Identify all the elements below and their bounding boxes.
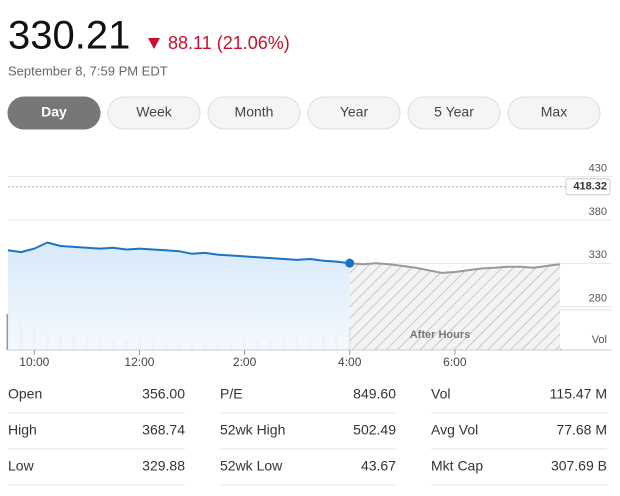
range-button[interactable] [507, 96, 601, 130]
y-tick-label: 280 [589, 293, 607, 305]
stat-label: Mkt Cap [431, 458, 483, 474]
previous-close-label: 418.32 [573, 181, 607, 193]
price: 330.21 [8, 14, 130, 58]
timestamp: September 8, 7:59 PM EDT [8, 63, 168, 78]
stat-value: 43.67 [361, 458, 396, 474]
series-line [349, 262, 561, 274]
range-button-label[interactable]: 5 Year [434, 104, 474, 120]
series-area [8, 242, 350, 350]
range-button-label[interactable]: Day [41, 104, 67, 120]
stat-label: Open [8, 386, 42, 402]
y-tick-label: 430 [589, 163, 607, 175]
stat-label: High [8, 422, 37, 438]
range-button[interactable] [407, 96, 501, 130]
series-area [349, 263, 560, 350]
series-line [7, 241, 350, 265]
volume-label: Vol [592, 334, 607, 346]
x-tick-label: 10:00 [19, 355, 49, 369]
x-tick-label: 12:00 [124, 355, 154, 369]
down-arrow [148, 38, 160, 49]
stat-value: 329.88 [142, 458, 185, 474]
range-button[interactable] [207, 96, 301, 130]
range-button-label[interactable]: Month [235, 104, 274, 120]
x-tick-label: 4:00 [338, 355, 362, 369]
stat-value: 307.69 B [551, 458, 607, 474]
y-tick-label: 380 [589, 206, 607, 218]
stat-label: 52wk Low [220, 458, 283, 474]
range-button-label[interactable]: Max [541, 104, 567, 120]
stat-label: Low [8, 458, 35, 474]
stat-label: Vol [431, 386, 450, 402]
range-button-label[interactable]: Year [340, 104, 369, 120]
range-button[interactable] [7, 96, 101, 130]
last-price-dot [345, 258, 355, 268]
range-button-label[interactable]: Week [136, 104, 173, 120]
x-tick-label: 2:00 [233, 355, 257, 369]
y-tick-label: 330 [589, 249, 607, 261]
range-button[interactable] [107, 96, 201, 130]
price-change: 88.11 (21.06%) [168, 33, 290, 53]
stat-value: 77.68 M [556, 422, 607, 438]
stat-value: 849.60 [353, 386, 396, 402]
stat-value: 356.00 [142, 386, 185, 402]
stat-value: 115.47 M [550, 386, 607, 402]
range-button[interactable] [307, 96, 401, 130]
stat-value: 502.49 [353, 422, 396, 438]
previous-close-box [565, 178, 611, 196]
stat-label: 52wk High [220, 422, 285, 438]
stat-label: P/E [220, 386, 243, 402]
stat-value: 368.74 [142, 422, 185, 438]
stat-label: Avg Vol [431, 422, 478, 438]
x-tick-label: 6:00 [443, 355, 467, 369]
after-hours-label: After Hours [410, 329, 471, 341]
